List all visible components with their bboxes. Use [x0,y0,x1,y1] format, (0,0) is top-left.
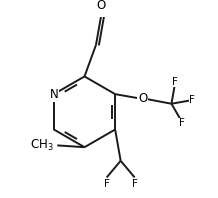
Text: F: F [172,77,178,87]
Text: F: F [104,179,110,189]
Text: N: N [49,88,58,101]
Text: F: F [189,95,195,105]
Text: F: F [132,179,138,189]
Text: CH$_3$: CH$_3$ [30,138,54,153]
Text: O: O [138,92,147,105]
Text: O: O [96,0,106,12]
Text: F: F [179,118,185,128]
